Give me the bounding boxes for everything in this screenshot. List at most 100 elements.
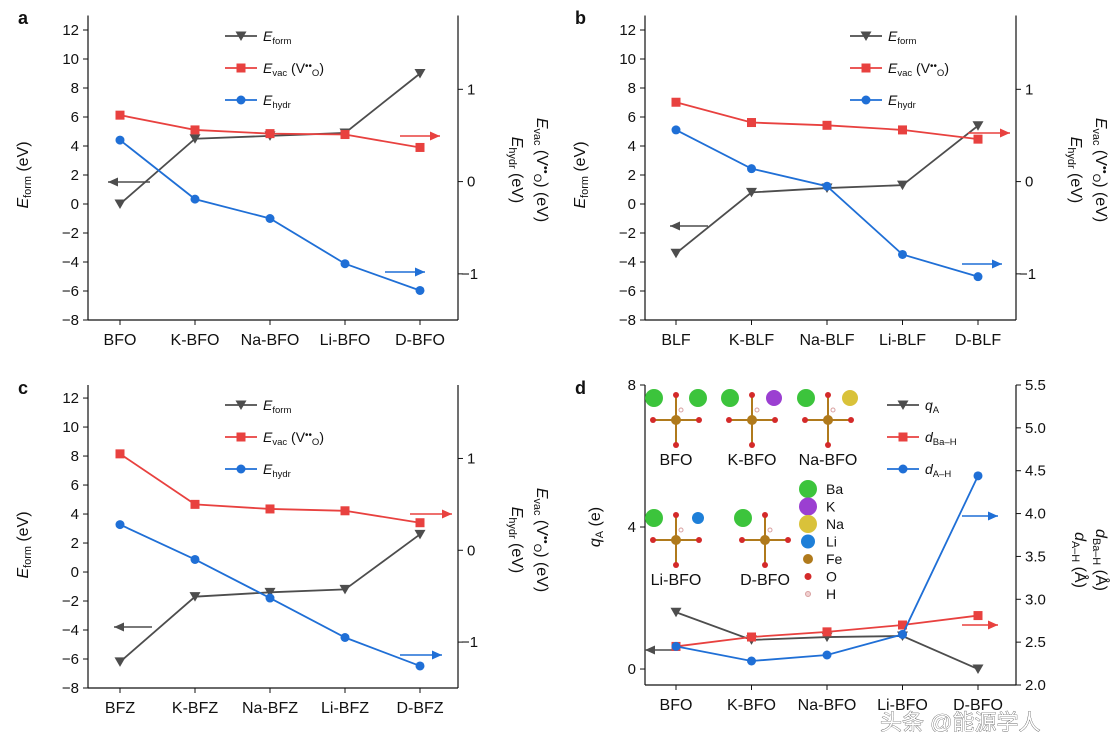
left-tick-label: 8 [71,448,79,465]
arrow-head [430,131,440,141]
square-marker [861,63,871,73]
triangle-marker [897,180,908,191]
circle-marker [340,259,350,269]
label-part: E [533,118,550,129]
series-form [114,69,426,209]
circle-marker [973,471,983,481]
structure-D-BFO: D-BFO [734,509,791,589]
o-atom [785,537,791,543]
label-part: (Å) [1092,565,1111,591]
arrow-head [1000,128,1010,138]
right-tick-label: 1 [467,450,475,467]
label-part: hydr [272,100,291,111]
o-atom [772,417,778,423]
right-tick-label: 3.5 [1025,548,1046,565]
label-part: •• [930,61,937,72]
label-part: hydr [1065,147,1077,169]
left-tick-label: 4 [628,519,636,536]
series-vac [115,449,425,528]
legend-label: Eform [888,28,916,47]
left-tick-label: 2 [71,167,79,184]
label-part: A–H [933,469,952,480]
o-atom [673,442,679,448]
legend-atom-label: Ba [826,481,843,497]
legend-label: dBa–H [925,429,957,448]
right-axis-title: dBa–H (Å) [1090,529,1111,591]
label-part: ) (eV) [533,182,550,222]
dopant-atom [692,512,704,524]
structure-label: Na-BFO [799,452,858,469]
circle-marker [236,95,246,105]
triangle-marker [235,31,247,41]
left-tick-label: 6 [71,477,79,494]
legend-atom-H [805,591,811,597]
circle-marker [340,633,350,642]
panel-b: b −8 −6 −4 −2 0 2 4 6 8 10 12 −1 0 1 BLF K-BLF Na-BLF Li-B… [572,8,1110,349]
label-part: E [888,92,898,108]
watermark: 头条 @能源学人 [880,710,1040,732]
square-marker [415,142,425,152]
square-marker [898,620,907,630]
structure-Na-BFO: Na-BFO [797,389,858,469]
label-part: E [15,198,32,209]
circle-marker [822,181,832,191]
label-part: d [925,429,934,445]
square-marker [340,130,350,140]
arrow-head [988,511,998,521]
label-part: (V [912,60,931,76]
square-marker [973,611,983,621]
right-tick-label: 1 [467,81,475,98]
label-part: E [1067,137,1084,148]
legend-label: dA–H [925,461,951,480]
o-atom [749,392,755,398]
right-axis-title: Evac (V••O) (eV) [531,118,551,222]
circle-marker [898,464,908,474]
label-part: q [587,538,604,547]
label-part: (eV) [15,141,32,176]
circle-marker [265,593,275,603]
fe-atom [671,415,681,425]
left-axis-title: Eform (eV) [15,511,34,578]
structure-K-BFO: K-BFO [721,389,782,469]
left-tick-label: −6 [619,283,636,300]
legend-label: Evac (V••O) [263,60,324,79]
panel-letter: d [575,378,586,398]
triangle-marker [860,31,872,41]
label-part: •• [305,430,312,441]
label-part: ) (eV) [533,552,550,592]
arrow-head [670,221,680,231]
circle-marker [671,125,681,135]
square-marker [415,518,425,528]
left-tick-label: 10 [62,51,79,68]
series-hydr [671,125,983,282]
label-part: vac [531,498,543,515]
left-tick-label: 12 [62,390,79,407]
right-axis-title: dA–H (Å) [1069,532,1090,588]
square-marker [190,125,200,135]
x-tick-label: Na-BFO [798,697,857,714]
square-marker [898,125,907,135]
label-part: q [925,397,933,413]
left-tick-label: −8 [62,680,79,697]
x-tick-label: BFO [660,697,693,714]
triangle-marker [339,584,351,595]
square-marker [265,129,275,139]
left-tick-label: 4 [71,506,79,523]
label-part: E [263,461,273,477]
label-part: ) [944,60,949,76]
left-axis-title: Eform (eV) [15,141,34,208]
fe-atom [671,535,681,545]
arrow-head [415,267,425,277]
x-tick-label: K-BFO [727,697,776,714]
left-tick-label: −2 [619,225,636,242]
right-axis-title: Evac (V••O) (eV) [1090,118,1110,222]
label-part: E [263,429,273,445]
label-part: O [531,174,543,182]
label-part: vac [1090,128,1102,145]
label-part: d [925,461,934,477]
left-tick-label: −8 [62,312,79,329]
label-part: (V [533,515,550,536]
left-tick-label: 4 [71,138,79,155]
label-part: vac [897,68,912,79]
right-tick-label: 5.0 [1025,420,1046,437]
